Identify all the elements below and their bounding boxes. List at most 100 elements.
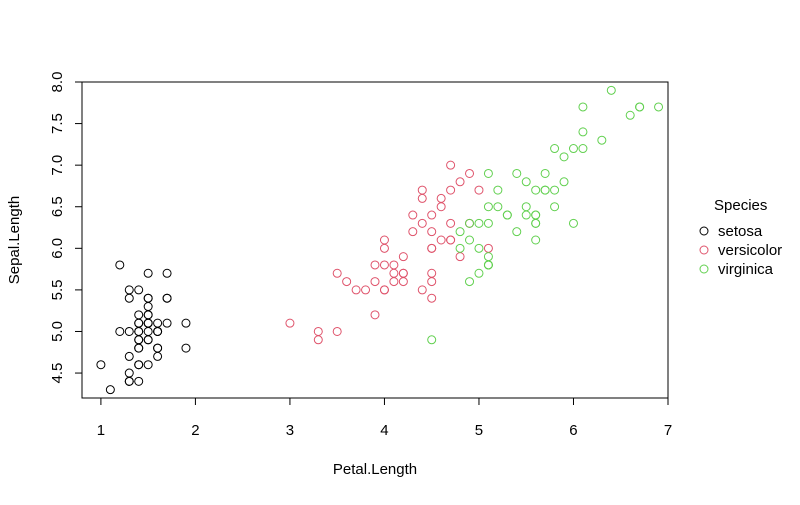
legend-marker-setosa: [699, 226, 709, 236]
point-setosa: [153, 326, 163, 336]
point-setosa: [105, 385, 115, 395]
point-versicolor: [465, 168, 475, 178]
point-versicolor: [361, 285, 371, 295]
point-virginica: [502, 210, 512, 220]
point-virginica: [474, 218, 484, 228]
point-setosa: [96, 360, 106, 370]
point-versicolor: [398, 277, 408, 287]
point-setosa: [181, 343, 191, 353]
point-setosa: [143, 335, 153, 345]
point-versicolor: [379, 285, 389, 295]
point-versicolor: [313, 335, 323, 345]
point-virginica: [483, 168, 493, 178]
point-versicolor: [370, 310, 380, 320]
point-virginica: [465, 235, 475, 245]
point-setosa: [143, 360, 153, 370]
y-tick-label: 5.0: [49, 321, 66, 342]
point-virginica: [550, 144, 560, 154]
point-setosa: [124, 376, 134, 386]
point-versicolor: [389, 260, 399, 270]
point-setosa: [162, 318, 172, 328]
point-versicolor: [417, 285, 427, 295]
point-virginica: [512, 168, 522, 178]
point-versicolor: [379, 260, 389, 270]
point-versicolor: [370, 260, 380, 270]
point-versicolor: [389, 268, 399, 278]
y-tick-label: 7.0: [49, 155, 66, 176]
point-setosa: [124, 368, 134, 378]
x-axis-label: Petal.Length: [333, 461, 417, 478]
legend-marker-virginica: [699, 264, 709, 274]
point-virginica: [531, 210, 541, 220]
point-versicolor: [436, 193, 446, 203]
point-virginica: [597, 135, 607, 145]
point-setosa: [115, 326, 125, 336]
point-versicolor: [455, 177, 465, 187]
point-virginica: [625, 110, 635, 120]
legend-label-setosa: setosa: [718, 223, 763, 240]
x-tick-label: 3: [286, 422, 294, 439]
point-virginica: [474, 268, 484, 278]
point-setosa: [115, 260, 125, 270]
point-versicolor: [398, 268, 408, 278]
legend: Species setosa versicolor virginica: [699, 197, 782, 278]
point-versicolor: [436, 202, 446, 212]
point-versicolor: [427, 277, 437, 287]
point-virginica: [493, 185, 503, 195]
y-tick-label: 4.5: [49, 363, 66, 384]
point-versicolor: [313, 326, 323, 336]
point-setosa: [124, 351, 134, 361]
point-setosa: [143, 310, 153, 320]
y-tick-label: 5.5: [49, 279, 66, 300]
point-virginica: [531, 218, 541, 228]
point-virginica: [559, 177, 569, 187]
point-setosa: [124, 293, 134, 303]
point-setosa: [162, 293, 172, 303]
point-virginica: [521, 210, 531, 220]
point-setosa: [134, 310, 144, 320]
point-virginica: [483, 252, 493, 262]
point-virginica: [483, 202, 493, 212]
point-virginica: [483, 260, 493, 270]
point-virginica: [531, 235, 541, 245]
point-versicolor: [332, 326, 342, 336]
point-versicolor: [417, 218, 427, 228]
point-versicolor: [427, 268, 437, 278]
x-axis: 1 2 3 4 5 6 7: [97, 397, 672, 439]
point-versicolor: [417, 193, 427, 203]
point-setosa: [124, 285, 134, 295]
point-versicolor: [446, 218, 456, 228]
point-versicolor: [342, 277, 352, 287]
point-virginica: [568, 144, 578, 154]
point-virginica: [550, 185, 560, 195]
point-versicolor: [389, 277, 399, 287]
point-versicolor: [398, 252, 408, 262]
y-tick-label: 6.0: [49, 238, 66, 259]
point-versicolor: [436, 235, 446, 245]
x-tick-label: 4: [380, 422, 388, 439]
point-setosa: [134, 318, 144, 328]
point-setosa: [134, 360, 144, 370]
point-setosa: [143, 326, 153, 336]
point-virginica: [635, 102, 645, 112]
point-virginica: [455, 227, 465, 237]
point-virginica: [474, 243, 484, 253]
point-virginica: [540, 168, 550, 178]
point-virginica: [427, 335, 437, 345]
point-virginica: [455, 243, 465, 253]
point-virginica: [465, 218, 475, 228]
data-points: [96, 85, 664, 395]
x-tick-label: 1: [97, 422, 105, 439]
y-axis-label: Sepal.Length: [6, 196, 23, 284]
point-setosa: [143, 293, 153, 303]
point-versicolor: [446, 160, 456, 170]
point-virginica: [559, 152, 569, 162]
point-virginica: [654, 102, 664, 112]
point-setosa: [162, 268, 172, 278]
point-virginica: [465, 277, 475, 287]
point-versicolor: [351, 285, 361, 295]
point-versicolor: [285, 318, 295, 328]
point-setosa: [143, 302, 153, 312]
